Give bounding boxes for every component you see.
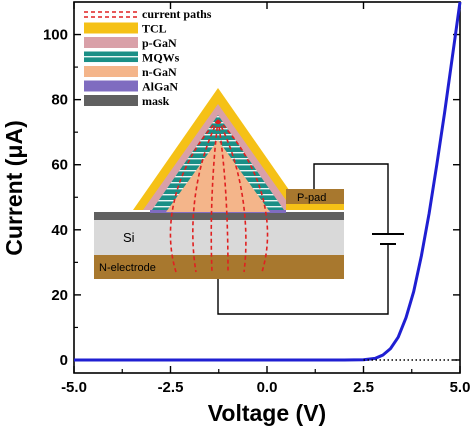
legend-swatch (84, 66, 138, 77)
n-electrode-label: N-electrode (99, 262, 156, 274)
current-paths (169, 119, 269, 273)
si-label: Si (123, 230, 135, 245)
legend-swatch (84, 37, 138, 48)
x-tick-label: -2.5 (158, 379, 184, 396)
mask-layer (94, 212, 344, 220)
iv-curve-line (74, 1, 462, 362)
si-substrate-layer (94, 220, 344, 255)
circuit-wiring (217, 163, 404, 315)
legend-label: current paths (142, 7, 212, 21)
legend-swatch (84, 95, 138, 106)
y-tick-label: 40 (51, 222, 68, 239)
legend-swatch (84, 80, 138, 92)
legend-label: MQWs (142, 51, 180, 65)
y-axis-title: Current (μA) (1, 120, 27, 255)
legend-label: n-GaN (142, 65, 177, 79)
p-pad-tcl (286, 204, 344, 210)
y-tick-label: 100 (43, 27, 68, 44)
y-tick-label: 80 (51, 92, 68, 109)
p-pad (286, 189, 344, 204)
x-axis-title: Voltage (V) (208, 400, 326, 426)
y-tick-label: 60 (51, 157, 68, 174)
legend-mqws-swatch (84, 51, 138, 63)
legend-label: mask (142, 94, 170, 108)
n-gan-core (166, 140, 270, 212)
axis-tick-labels: -5.0 -2.5 0.0 2.5 5.0 0 20 40 60 80 100 (43, 27, 470, 396)
legend-label: p-GaN (142, 36, 177, 50)
x-tick-label: -5.0 (61, 379, 87, 396)
p-pad-label: P-pad (297, 192, 326, 204)
x-tick-label: 0.0 (257, 379, 278, 396)
legend-label: TCL (142, 22, 167, 36)
y-tick-label: 20 (51, 287, 68, 304)
x-tick-label: 2.5 (353, 379, 374, 396)
legend-swatch (84, 22, 138, 34)
series-group (74, 1, 462, 362)
y-tick-label: 0 (60, 352, 68, 369)
legend-label: AlGaN (142, 80, 178, 94)
x-tick-label: 5.0 (450, 379, 471, 396)
device-cross-section-inset: N-electrode Si P-pad (94, 88, 404, 315)
n-electrode-layer (94, 255, 344, 279)
